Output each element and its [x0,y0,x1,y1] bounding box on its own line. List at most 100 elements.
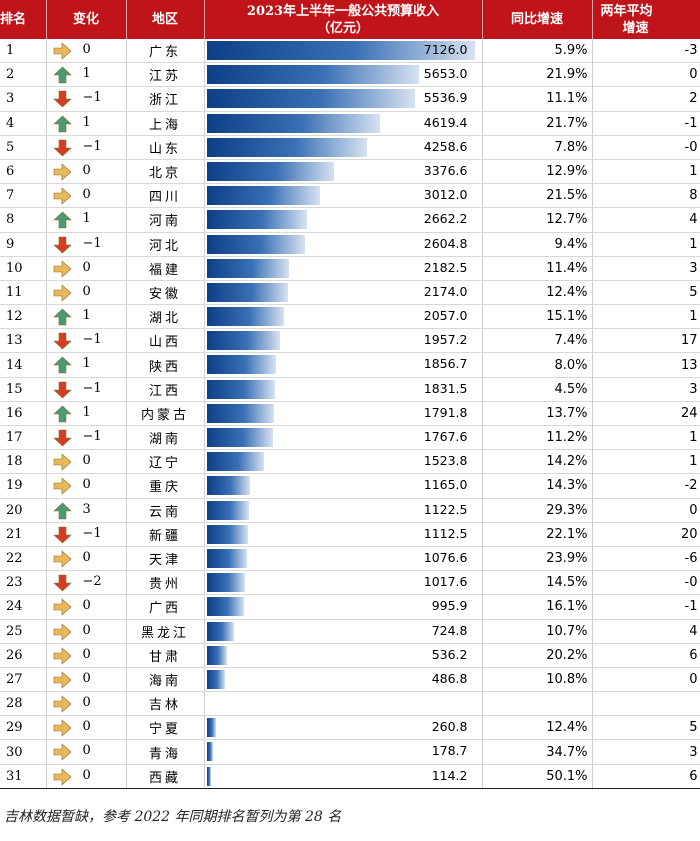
change-value: −1 [82,90,102,106]
change-value: 0 [82,743,91,759]
avg-growth-cell: 6 [592,764,700,789]
revenue-value: 1165.0 [423,477,468,493]
header-revenue: 2023年上半年一般公共预算收入 （亿元） [204,0,483,39]
revenue-cell: 2182.5 [204,256,483,281]
table-row: 29 0 宁夏 260.8 12.4% 5 [0,715,700,741]
region-cell: 黑龙江 [126,619,205,644]
avg-growth-cell: 17 [592,328,700,354]
table-row: 20 3 云南 1122.5 29.3% 0 [0,498,700,523]
down-arrow-icon [52,526,72,544]
change-value: −1 [82,525,102,541]
revenue-cell: 5536.9 [204,86,483,112]
avg-growth-cell: -2 [592,473,700,499]
growth-cell: 12.4% [482,280,593,306]
region-cell: 四川 [126,183,205,209]
region-cell: 北京 [126,159,205,185]
growth-cell: 16.1% [482,594,593,620]
change-value: 0 [82,477,91,493]
change-value: 0 [82,453,91,469]
growth-cell: 14.2% [482,449,593,475]
rank-cell: 4 [0,111,47,136]
growth-cell [482,691,593,717]
change-cell: −1 [46,328,127,354]
region-cell: 江苏 [126,62,205,88]
rank-cell: 24 [0,594,47,620]
right-arrow-icon [53,260,71,278]
growth-cell: 21.7% [482,111,593,136]
growth-cell: 7.8% [482,135,593,160]
rank-cell: 1 [0,39,47,64]
table-row: 3 −1 浙江 5536.9 11.1% 2 [0,86,700,112]
region-cell: 海南 [126,667,205,693]
rank-cell: 6 [0,159,47,185]
revenue-bar [206,186,320,206]
revenue-value: 178.7 [431,743,468,759]
change-cell: 1 [46,352,127,378]
rank-cell: 31 [0,764,47,789]
table-row: 31 0 西藏 114.2 50.1% 6 [0,764,700,789]
avg-growth-cell: -1 [592,594,700,620]
right-arrow-icon [53,671,71,689]
rank-cell: 22 [0,546,47,572]
rank-cell: 15 [0,377,47,402]
change-cell: −1 [46,377,127,402]
revenue-bar [206,355,277,375]
revenue-bar [206,452,264,472]
revenue-cell: 486.8 [204,667,483,693]
table-row: 4 1 上海 4619.4 21.7% -1 [0,111,700,136]
change-cell: −1 [46,232,127,257]
revenue-value: 2604.8 [423,235,468,251]
right-arrow-icon [53,163,71,181]
header-avg-line1: 两年平均 [600,3,653,19]
region-cell: 广东 [126,39,205,64]
growth-cell: 13.7% [482,401,593,427]
revenue-bar [206,645,227,665]
region-cell: 青海 [126,739,205,765]
right-arrow-icon [53,598,71,616]
revenue-bar [206,161,334,181]
growth-cell: 12.7% [482,207,593,233]
revenue-cell: 1856.7 [204,352,483,378]
change-value: 0 [82,719,91,735]
revenue-value: 1791.8 [423,404,468,420]
avg-growth-cell: 20 [592,522,700,547]
header-growth: 同比增速 [482,0,593,39]
growth-cell: 29.3% [482,498,593,523]
header-revenue-line1: 2023年上半年一般公共预算收入 [246,3,440,19]
header-rank: 排名 [0,0,47,39]
revenue-cell: 1017.6 [204,570,483,596]
change-cell: −1 [46,425,127,451]
revenue-cell: 5653.0 [204,62,483,88]
revenue-bar [206,258,289,278]
region-cell: 河南 [126,207,205,233]
revenue-value: 1122.5 [423,501,468,517]
table-row: 24 0 广西 995.9 16.1% -1 [0,594,700,620]
region-cell: 河北 [126,232,205,257]
revenue-bar [206,403,274,423]
revenue-bar [206,597,244,617]
revenue-bar [206,89,415,109]
rank-cell: 7 [0,183,47,209]
change-value: 0 [82,162,91,178]
growth-cell: 8.0% [482,352,593,378]
rank-cell: 17 [0,425,47,451]
revenue-cell: 536.2 [204,643,483,668]
right-arrow-icon [53,695,71,713]
revenue-bar [206,766,211,786]
region-cell: 天津 [126,546,205,572]
revenue-value: 5653.0 [423,66,468,82]
revenue-bar [206,669,225,689]
region-cell: 山东 [126,135,205,160]
change-cell: 0 [46,643,127,668]
revenue-value: 260.8 [431,719,468,735]
avg-growth-cell: 24 [592,401,700,427]
right-arrow-icon [53,719,71,737]
up-arrow-icon [52,502,72,519]
region-cell: 安徽 [126,280,205,306]
rank-cell: 18 [0,449,47,475]
rank-cell: 9 [0,232,47,257]
up-arrow-icon [52,66,72,84]
avg-growth-cell: 1 [592,304,700,330]
change-cell: 0 [46,667,127,693]
table-row: 5 −1 山东 4258.6 7.8% -0 [0,135,700,160]
